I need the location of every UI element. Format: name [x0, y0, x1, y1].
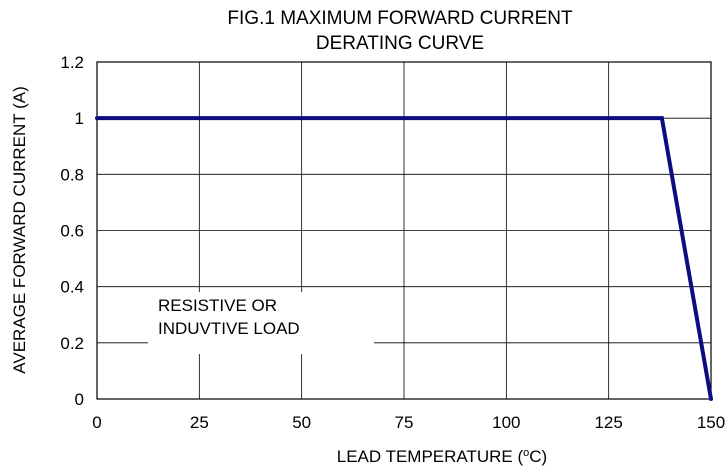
series-group — [95, 116, 713, 401]
series-point-0-2 — [709, 397, 713, 401]
y-tick-label-1.2: 1.2 — [60, 53, 84, 72]
annotation-line-1: RESISTIVE OR — [158, 296, 277, 315]
annotation-box: RESISTIVE OR INDUVTIVE LOAD — [148, 292, 374, 354]
chart-title-line-1: FIG.1 MAXIMUM FORWARD CURRENT — [227, 8, 573, 29]
x-tick-labels: 0 25 50 75 100 125 150 — [92, 413, 725, 432]
y-tick-label-0: 0 — [75, 390, 84, 409]
x-tick-label-125: 125 — [594, 413, 622, 432]
y-tick-labels: 0 0.2 0.4 0.6 0.8 1 1.2 — [60, 53, 84, 409]
x-tick-label-100: 100 — [492, 413, 520, 432]
x-axis-title-degree: o — [523, 447, 529, 459]
series-point-0-0 — [95, 116, 99, 121]
x-tick-label-0: 0 — [92, 413, 101, 432]
annotation-line-2: INDUVTIVE LOAD — [158, 319, 300, 338]
x-axis-title-suffix: C) — [529, 447, 547, 466]
x-tick-label-150: 150 — [697, 413, 725, 432]
annotation-background — [148, 292, 374, 354]
y-tick-label-0.4: 0.4 — [60, 278, 84, 297]
plot-frame — [96, 61, 712, 400]
y-axis-title: AVERAGE FORWARD CURRENT (A) — [10, 86, 29, 373]
x-tick-label-75: 75 — [395, 413, 414, 432]
series-point-0-1 — [659, 116, 664, 121]
y-tick-label-1: 1 — [75, 109, 84, 128]
x-tick-label-25: 25 — [190, 413, 209, 432]
x-tick-label-50: 50 — [292, 413, 311, 432]
y-tick-label-0.8: 0.8 — [60, 165, 84, 184]
y-tick-label-0.2: 0.2 — [60, 334, 84, 353]
chart-title-line-2: DERATING CURVE — [316, 33, 484, 54]
x-axis-title-prefix: LEAD TEMPERATURE ( — [337, 447, 524, 466]
y-tick-label-0.6: 0.6 — [60, 222, 84, 241]
x-axis-title: LEAD TEMPERATURE (oC) — [337, 447, 547, 466]
